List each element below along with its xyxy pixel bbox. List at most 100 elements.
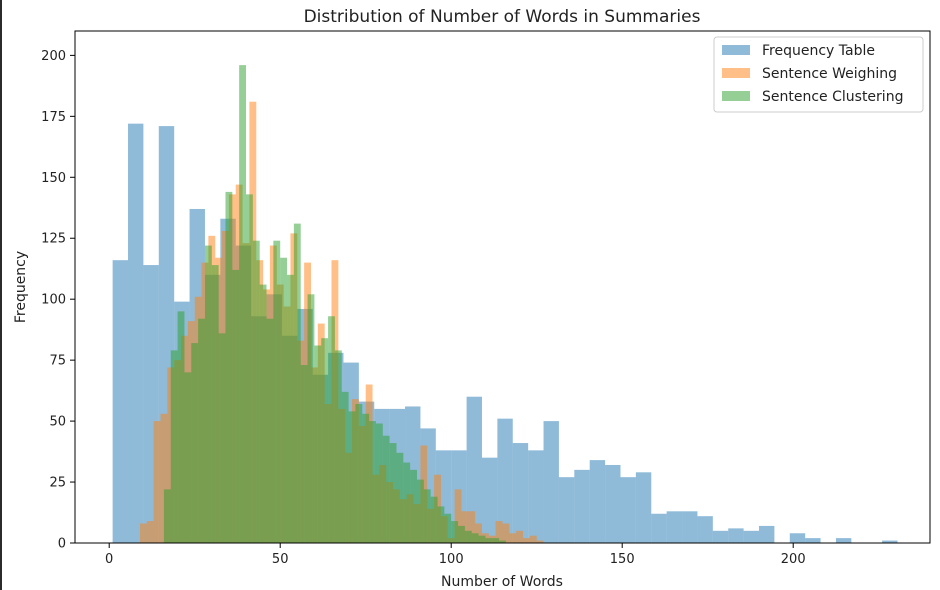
window-edge [0, 0, 2, 590]
histogram-bar-series-2-bin-8 [218, 333, 226, 543]
x-tick-label-0: 0 [105, 552, 113, 567]
histogram-bar-series-2-bin-46 [478, 535, 486, 543]
x-tick-label-3: 150 [610, 552, 635, 567]
axes-frame [74, 30, 931, 544]
histogram-bar-series-2-bin-30 [369, 421, 376, 543]
y-tick-label-6: 150 [41, 171, 66, 186]
histogram-bar-series-2-bin-40 [437, 506, 445, 543]
y-axis: 0 25 50 75 100 125 150 175 200 [41, 49, 75, 552]
histogram-bar-series-2-bin-42 [451, 521, 459, 543]
histogram-bar-series-2-bin-5 [198, 318, 205, 543]
histogram-bar-series-0-bin-23 [466, 396, 482, 543]
histogram-bar-series-0-bin-45 [805, 538, 821, 543]
histogram-bar-series-2-bin-23 [321, 338, 329, 543]
histogram-bar-series-2-bin-45 [471, 533, 479, 543]
x-axis-label: Number of Words [441, 574, 563, 590]
legend-swatch-1 [722, 68, 750, 78]
histogram-bar-series-1-bin-1 [146, 521, 154, 543]
y-tick-label-1: 25 [49, 476, 66, 491]
histogram-bar-series-2-bin-13 [252, 240, 260, 543]
histogram-bar-series-0-bin-36 [666, 511, 683, 543]
histogram-bar-series-2-bin-48 [492, 538, 500, 543]
histogram-bar-series-0-bin-40 [728, 528, 744, 543]
x-tick-label-1: 50 [272, 552, 289, 567]
histogram-bar-series-2-bin-12 [246, 194, 253, 543]
histogram-bar-series-2-bin-27 [348, 411, 356, 543]
histogram-bar-series-1-bin-53 [502, 523, 510, 543]
x-tick-label-2: 100 [439, 552, 464, 567]
y-tick-label-0: 0 [58, 537, 66, 552]
y-tick-label-4: 100 [41, 293, 66, 308]
histogram-bar-series-1-bin-48 [468, 511, 476, 543]
histogram-bar-series-1-bin-56 [523, 538, 530, 543]
histogram-bar-series-0-bin-34 [635, 472, 652, 543]
histogram-bar-series-0-bin-31 [589, 460, 606, 543]
histogram-bar-series-1-bin-57 [529, 535, 537, 543]
legend-swatch-2 [722, 91, 750, 101]
histogram-bar-series-2-bin-33 [389, 443, 397, 543]
histogram-bar-series-2-bin-25 [334, 350, 342, 543]
histogram-bar-series-0-bin-33 [620, 477, 636, 543]
histogram-bar-series-2-bin-2 [177, 311, 185, 543]
histogram-bar-series-0-bin-28 [543, 421, 559, 543]
histogram-bar-series-0-bin-27 [528, 450, 544, 543]
histogram-bar-series-2-bin-41 [444, 513, 452, 543]
histogram-bar-series-1-bin-54 [509, 533, 517, 543]
y-tick-label-3: 75 [49, 354, 66, 369]
histogram-bar-series-2-bin-3 [184, 372, 192, 543]
histogram-bar-series-0-bin-42 [759, 525, 775, 543]
histogram-bar-series-0-bin-32 [605, 464, 621, 543]
histogram-bar-series-2-bin-24 [328, 316, 335, 543]
histogram-bar-series-2-bin-21 [307, 294, 315, 543]
histogram-bar-series-0-bin-30 [574, 469, 590, 543]
legend-label-1: Sentence Weighing [762, 66, 897, 82]
histogram-bar-series-2-bin-31 [375, 423, 383, 543]
chart-title: Distribution of Number of Words in Summa… [304, 7, 701, 27]
histogram-bar-series-0-bin-25 [497, 418, 513, 543]
x-axis: 0 50 100 150 200 [105, 543, 806, 567]
histogram-bar-series-2-bin-43 [458, 525, 465, 543]
histogram-bar-series-2-bin-32 [382, 435, 390, 543]
histogram-bar-series-0-bin-29 [558, 477, 575, 543]
histogram-bar-series-2-bin-14 [259, 284, 267, 543]
histogram-bar-series-2-bin-7 [211, 265, 219, 543]
histogram-bar-series-0-bin-50 [882, 540, 898, 543]
histogram-bar-series-2-bin-19 [293, 223, 301, 544]
histogram-bar-series-2-bin-34 [396, 452, 404, 543]
y-tick-label-2: 50 [49, 415, 66, 430]
histogram-bar-series-2-bin-20 [300, 365, 308, 543]
histogram-bar-series-2-bin-47 [485, 538, 493, 543]
histogram-bar-series-2-bin-35 [403, 462, 411, 543]
histogram-bar-series-0-bin-26 [512, 443, 529, 543]
histogram-bar-series-2-bin-1 [170, 350, 178, 543]
histogram-bar-series-1-bin-0 [139, 523, 147, 543]
histogram-bar-series-1-bin-52 [495, 521, 503, 543]
histogram-bar-series-2-bin-11 [239, 65, 246, 543]
histogram-bar-series-0-bin-38 [697, 516, 713, 543]
histogram-bar-series-1-bin-58 [536, 540, 544, 543]
histogram-bar-series-2-bin-6 [204, 245, 212, 544]
histogram-bar-series-2-bin-22 [314, 345, 322, 543]
histogram-bar-series-1-bin-3 [160, 413, 168, 543]
histogram-bar-series-2-bin-36 [410, 469, 417, 543]
histogram-bar-series-0-bin-44 [789, 533, 806, 543]
histogram-bar-series-0-bin-47 [835, 538, 852, 543]
histogram-bar-series-2-bin-28 [355, 404, 363, 543]
histogram-bar-series-2-bin-29 [362, 413, 370, 543]
histogram-bar-series-2-bin-39 [430, 496, 438, 543]
y-tick-label-7: 175 [41, 110, 66, 125]
y-tick-label-5: 125 [41, 232, 66, 247]
histogram-bar-series-2-bin-15 [266, 318, 274, 543]
y-axis-label: Frequency [13, 251, 29, 323]
histogram-bar-series-2-bin-0 [163, 489, 171, 543]
histogram-bar-series-1-bin-46 [454, 489, 462, 543]
histogram-bar-series-0-bin-24 [481, 457, 498, 543]
x-tick-label-4: 200 [781, 552, 806, 567]
legend-label-0: Frequency Table [762, 43, 875, 59]
histogram-bar-series-2-bin-16 [273, 240, 281, 543]
y-tick-label-8: 200 [41, 49, 66, 64]
histogram-bar-series-1-bin-55 [516, 530, 524, 543]
histogram-bar-series-2-bin-4 [191, 343, 199, 543]
histogram-bar-series-2-bin-17 [280, 257, 288, 543]
